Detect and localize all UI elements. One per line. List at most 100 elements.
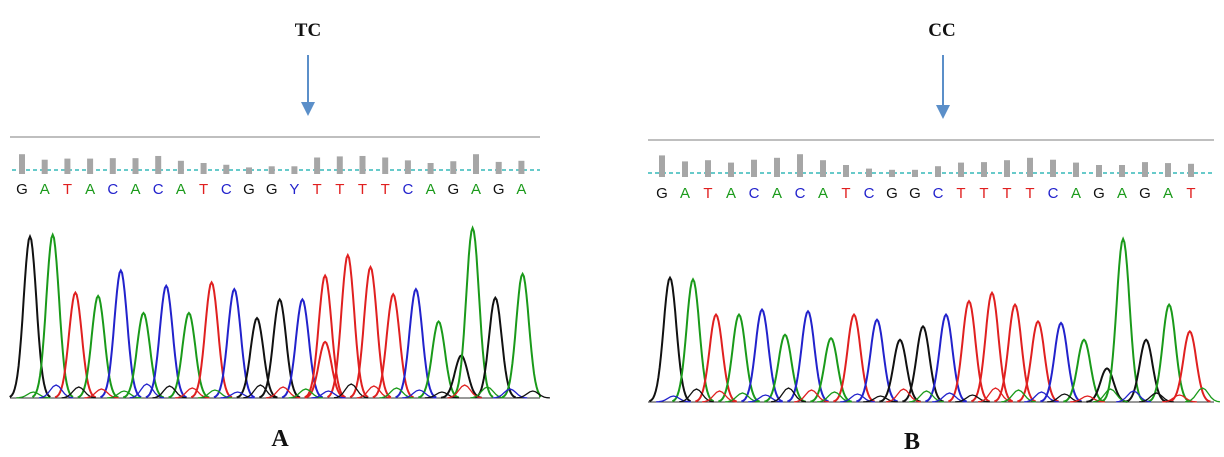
quality-bar bbox=[382, 157, 389, 174]
quality-bar bbox=[820, 160, 826, 177]
peak-g bbox=[236, 316, 278, 399]
base-call: C bbox=[402, 181, 413, 198]
base-call: T bbox=[381, 181, 390, 198]
base-call: A bbox=[726, 185, 736, 202]
base-call: G bbox=[447, 181, 459, 198]
base-call: A bbox=[130, 181, 140, 198]
quality-bar bbox=[912, 169, 918, 177]
peak-t bbox=[971, 290, 1013, 403]
base-call: A bbox=[680, 185, 690, 202]
noise-peak bbox=[1070, 395, 1105, 403]
quality-bar bbox=[866, 168, 872, 177]
peak-c bbox=[741, 307, 783, 403]
noise-peak bbox=[955, 394, 990, 403]
noise-peak bbox=[424, 391, 460, 399]
panel-label-a: A bbox=[271, 426, 289, 452]
peak-a bbox=[764, 333, 806, 403]
base-call: A bbox=[40, 181, 50, 198]
base-call: T bbox=[199, 181, 208, 198]
base-call: A bbox=[1071, 185, 1081, 202]
peak-a bbox=[501, 271, 541, 399]
quality-bar bbox=[981, 162, 987, 177]
noise-peak bbox=[16, 391, 51, 399]
quality-bars-a bbox=[19, 154, 525, 174]
peak-g bbox=[259, 297, 301, 399]
base-call: A bbox=[1117, 185, 1127, 202]
arrow-b bbox=[936, 55, 950, 119]
peak-t bbox=[326, 252, 369, 398]
base-call: A bbox=[426, 181, 436, 198]
quality-bar bbox=[751, 159, 757, 177]
base-call: C bbox=[749, 185, 760, 202]
base-call: C bbox=[864, 185, 875, 202]
base-call: C bbox=[933, 185, 944, 202]
quality-bar bbox=[87, 158, 94, 174]
peak-a bbox=[418, 319, 460, 399]
quality-bar bbox=[155, 155, 162, 174]
peak-c bbox=[1040, 321, 1082, 403]
peak-c bbox=[145, 283, 187, 399]
quality-bar bbox=[19, 154, 25, 174]
noise-peak bbox=[220, 391, 255, 399]
quality-bar bbox=[177, 160, 184, 174]
peak-a bbox=[451, 225, 494, 398]
peak-c bbox=[925, 312, 967, 403]
quality-bar bbox=[132, 158, 139, 174]
base-call: T bbox=[1186, 185, 1195, 202]
peak-c bbox=[856, 318, 898, 403]
base-call: G bbox=[266, 181, 278, 198]
peak-a bbox=[1063, 338, 1105, 403]
quality-bar bbox=[246, 167, 252, 174]
peak-t bbox=[994, 302, 1036, 403]
base-call: A bbox=[176, 181, 186, 198]
quality-bar bbox=[1142, 162, 1148, 177]
arrow-a bbox=[301, 55, 315, 116]
peak-a bbox=[1101, 236, 1145, 402]
quality-bar bbox=[705, 160, 711, 177]
quality-bar bbox=[958, 162, 964, 177]
noise-peak bbox=[1162, 394, 1197, 403]
noise-peak bbox=[515, 390, 550, 399]
peak-a bbox=[77, 294, 119, 399]
traces-b bbox=[648, 236, 1220, 403]
quality-bar bbox=[518, 160, 525, 174]
base-call: G bbox=[243, 181, 255, 198]
peak-g bbox=[9, 233, 51, 398]
base-call: T bbox=[335, 181, 344, 198]
base-call: G bbox=[16, 181, 28, 198]
base-call: T bbox=[1025, 185, 1034, 202]
noise-peak bbox=[656, 395, 691, 403]
quality-bar bbox=[682, 161, 688, 177]
quality-bar bbox=[473, 154, 479, 174]
base-call: Y bbox=[289, 181, 299, 198]
peak-t bbox=[54, 290, 97, 399]
base-call: C bbox=[1048, 185, 1059, 202]
quality-bar bbox=[1004, 160, 1010, 177]
base-call: G bbox=[1139, 185, 1151, 202]
quality-bar bbox=[404, 160, 411, 174]
base-call: G bbox=[493, 181, 505, 198]
quality-bar bbox=[728, 162, 734, 177]
peak-c bbox=[281, 297, 324, 399]
peak-g bbox=[648, 275, 692, 403]
traces-a bbox=[9, 225, 550, 399]
base-call: C bbox=[221, 181, 232, 198]
peak-t bbox=[190, 280, 233, 399]
base-call: C bbox=[107, 181, 118, 198]
base-call: G bbox=[656, 185, 668, 202]
peak-c bbox=[100, 268, 142, 399]
peak-t bbox=[948, 299, 990, 403]
quality-bar bbox=[843, 165, 849, 177]
quality-bar bbox=[1119, 165, 1125, 177]
quality-bar bbox=[935, 166, 941, 177]
quality-bar bbox=[1050, 159, 1056, 177]
base-call: A bbox=[516, 181, 526, 198]
quality-bar bbox=[200, 163, 207, 174]
peak-t bbox=[1168, 329, 1211, 403]
quality-bar bbox=[314, 157, 321, 174]
peak-c bbox=[395, 287, 437, 399]
base-call: G bbox=[1093, 185, 1105, 202]
base-call: A bbox=[471, 181, 481, 198]
